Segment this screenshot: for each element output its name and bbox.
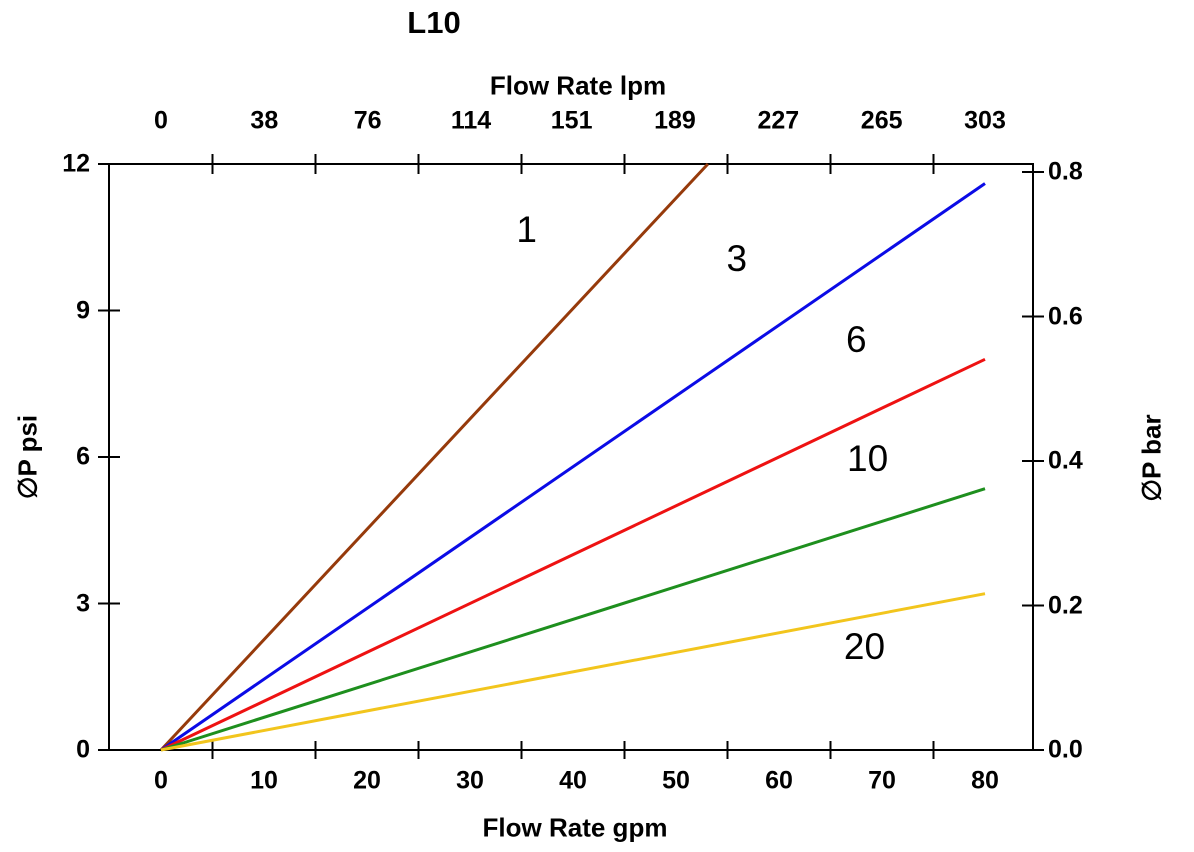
tick-label-lpm-114: 114 [450, 106, 492, 135]
tick-label-psi-12: 12 [62, 149, 90, 178]
curve-label-10-micron: 10 [847, 438, 889, 480]
tick-label-psi-9: 9 [76, 296, 90, 324]
left-axis-title: ∅P psi [12, 414, 43, 500]
tick-label-bar-0.6: 0.6 [1048, 302, 1083, 330]
tick-label-lpm-151: 151 [550, 106, 593, 135]
tick-label-bar-0.0: 0.0 [1048, 735, 1083, 764]
tick-label-lpm-227: 227 [757, 106, 800, 135]
tick-label-gpm-60: 60 [765, 766, 793, 795]
curve-label-20-micron: 20 [843, 626, 886, 668]
tick-label-gpm-50: 50 [662, 766, 690, 795]
top-axis-title: Flow Rate lpm [489, 70, 667, 101]
curve-label-1-micron: 1 [516, 208, 537, 250]
tick-label-gpm-70: 70 [868, 766, 896, 795]
tick-label-bar-0.2: 0.2 [1048, 591, 1083, 619]
tick-label-psi-6: 6 [76, 442, 90, 471]
right-axis-title: ∅P bar [1136, 414, 1167, 502]
tick-label-lpm-76: 76 [353, 106, 382, 135]
tick-label-gpm-30: 30 [456, 766, 484, 795]
tick-label-gpm-40: 40 [559, 766, 587, 795]
tick-label-gpm-80: 80 [971, 766, 999, 795]
series-line-10-micron [160, 487, 986, 752]
tick-label-gpm-20: 20 [353, 766, 381, 795]
bottom-axis-title: Flow Rate gpm [482, 812, 668, 843]
plot-frame [108, 163, 1034, 751]
tick-label-lpm-189: 189 [654, 106, 696, 135]
series-line-20-micron [160, 592, 986, 752]
curve-label-6-micron: 6 [845, 318, 867, 360]
series-line-1-micron [159, 162, 709, 752]
series-line-6-micron [160, 357, 986, 752]
tick-label-bar-0.4: 0.4 [1048, 446, 1083, 475]
series-line-3-micron [160, 182, 986, 752]
tick-label-lpm-38: 38 [250, 106, 279, 135]
tick-label-psi-0: 0 [76, 735, 90, 764]
tick-label-lpm-0: 0 [154, 106, 168, 135]
curve-label-3-micron: 3 [726, 238, 748, 280]
chart-title: L10 [407, 5, 461, 40]
tick-label-psi-3: 3 [76, 589, 90, 617]
tick-label-lpm-265: 265 [860, 106, 903, 135]
tick-label-gpm-10: 10 [250, 766, 278, 795]
tick-label-gpm-0: 0 [154, 766, 168, 795]
tick-label-bar-0.8: 0.8 [1048, 157, 1083, 186]
tick-label-lpm-303: 303 [964, 106, 1006, 135]
